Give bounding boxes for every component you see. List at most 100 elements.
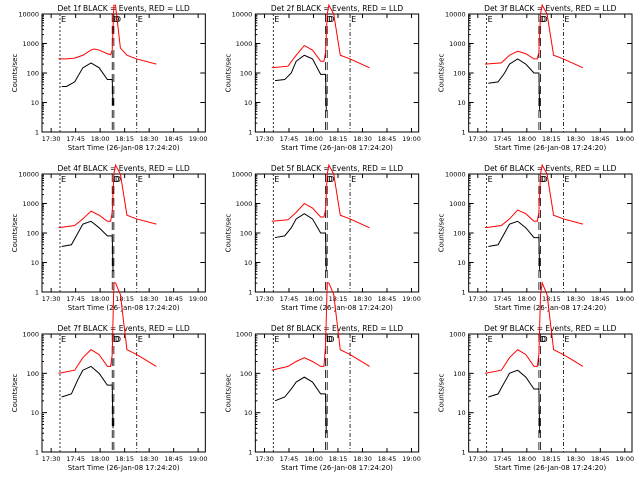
marker-label: E xyxy=(61,335,66,344)
data-series xyxy=(485,283,583,374)
marker-label: E xyxy=(138,175,143,184)
chart-title: Det 5f BLACK = Events, RED = LLD xyxy=(271,164,404,173)
x-tick-label: 18:00 xyxy=(304,135,323,143)
y-axis-label: Counts/sec xyxy=(224,374,232,413)
data-series xyxy=(62,366,113,428)
y-tick-label: 100 xyxy=(240,370,252,378)
x-tick-label: 18:45 xyxy=(164,135,183,143)
y-tick-label: 1000 xyxy=(236,331,253,339)
y-tick-label: 1 xyxy=(248,289,252,297)
x-axis-label: Start Time (26-Jan-08 17:24:20) xyxy=(494,304,606,312)
y-axis-label: Counts/sec xyxy=(11,54,19,93)
x-tick-label: 17:30 xyxy=(42,135,61,143)
y-tick-label: 10000 xyxy=(18,171,39,179)
chart-panel-3: Det 3f BLACK = Events, RED = LLD 17:30 17:… xyxy=(438,4,634,152)
x-tick-label: 17:30 xyxy=(255,295,274,303)
y-tick-label: 1000 xyxy=(22,331,39,339)
x-tick-label: 18:00 xyxy=(91,135,110,143)
marker-label: E xyxy=(351,15,356,24)
y-tick-label: 10000 xyxy=(445,11,466,19)
x-tick-label: 18:15 xyxy=(329,455,348,463)
x-tick-label: 18:30 xyxy=(140,455,159,463)
marker-label: E xyxy=(564,175,569,184)
chart-panel-9: Det 9f BLACK = Events, RED = LLD 17:30 17:… xyxy=(438,283,634,472)
marker-label: D xyxy=(328,15,334,24)
x-tick-label: 18:45 xyxy=(591,455,610,463)
marker-label: D xyxy=(327,175,333,184)
x-tick-label: 17:30 xyxy=(468,295,487,303)
x-tick-label: 18:15 xyxy=(329,295,348,303)
x-tick-label: 18:00 xyxy=(517,135,536,143)
y-tick-label: 10 xyxy=(457,259,465,267)
x-tick-label: 18:30 xyxy=(566,455,585,463)
marker-label: D xyxy=(542,335,548,344)
y-tick-label: 1000 xyxy=(449,40,466,48)
y-tick-label: 100 xyxy=(240,70,252,78)
x-tick-label: 18:45 xyxy=(378,455,397,463)
x-tick-label: 18:45 xyxy=(378,295,397,303)
x-tick-label: 18:00 xyxy=(91,455,110,463)
x-tick-label: 17:45 xyxy=(66,295,85,303)
marker-label: D xyxy=(113,335,119,344)
chart-title: Det 8f BLACK = Events, RED = LLD xyxy=(271,324,404,333)
data-series xyxy=(62,63,113,105)
y-tick-label: 1000 xyxy=(22,40,39,48)
chart-title: Det 3f BLACK = Events, RED = LLD xyxy=(484,4,617,13)
data-series xyxy=(488,59,539,111)
y-tick-label: 1000 xyxy=(449,200,466,208)
y-axis-label: Counts/sec xyxy=(438,374,446,413)
y-tick-label: 1000 xyxy=(236,200,253,208)
x-axis-label: Start Time (26-Jan-08 17:24:20) xyxy=(68,464,180,472)
x-axis-label: Start Time (26-Jan-08 17:24:20) xyxy=(281,144,393,152)
x-tick-label: 17:45 xyxy=(280,455,299,463)
marker-label: E xyxy=(274,335,279,344)
x-tick-label: 18:30 xyxy=(566,295,585,303)
x-tick-label: 17:45 xyxy=(66,455,85,463)
x-tick-label: 19:00 xyxy=(189,295,208,303)
chart-panel-5: Det 5f BLACK = Events, RED = LLD 17:30 17:… xyxy=(224,164,421,312)
y-tick-label: 100 xyxy=(453,370,465,378)
x-tick-label: 18:30 xyxy=(353,135,372,143)
x-axis-label: Start Time (26-Jan-08 17:24:20) xyxy=(68,304,180,312)
y-tick-label: 10 xyxy=(457,409,465,417)
y-tick-label: 10 xyxy=(31,259,39,267)
x-tick-label: 18:30 xyxy=(353,455,372,463)
y-tick-label: 100 xyxy=(453,70,465,78)
x-tick-label: 17:30 xyxy=(468,455,487,463)
y-tick-label: 1000 xyxy=(236,40,253,48)
y-tick-label: 1 xyxy=(248,449,252,457)
y-tick-label: 10000 xyxy=(18,11,39,19)
chart-panel-8: Det 8f BLACK = Events, RED = LLD 17:30 17:… xyxy=(224,283,421,472)
x-tick-label: 19:00 xyxy=(189,135,208,143)
plot-frame xyxy=(41,13,206,133)
y-tick-label: 100 xyxy=(27,370,39,378)
data-series xyxy=(58,283,156,374)
x-tick-label: 18:30 xyxy=(140,295,159,303)
marker-label: D xyxy=(542,15,548,24)
chart-panel-7: Det 7f BLACK = Events, RED = LLD 17:30 17:… xyxy=(11,283,208,472)
x-tick-label: 17:45 xyxy=(280,135,299,143)
marker-label: E xyxy=(274,175,279,184)
y-axis-label: Counts/sec xyxy=(438,214,446,253)
marker-label: D xyxy=(328,335,334,344)
marker-label: D xyxy=(113,15,119,24)
marker-label: E xyxy=(138,15,143,24)
x-axis-label: Start Time (26-Jan-08 17:24:20) xyxy=(494,464,606,472)
chart-panel-4: Det 4f BLACK = Events, RED = LLD 17:30 17:… xyxy=(11,164,208,312)
x-tick-label: 18:00 xyxy=(517,455,536,463)
x-tick-label: 19:00 xyxy=(189,455,208,463)
chart-title: Det 6f BLACK = Events, RED = LLD xyxy=(484,164,617,173)
x-tick-label: 18:00 xyxy=(304,455,323,463)
marker-label: E xyxy=(274,15,279,24)
y-tick-label: 1 xyxy=(35,449,39,457)
x-tick-label: 19:00 xyxy=(615,135,634,143)
x-tick-label: 19:00 xyxy=(402,295,421,303)
y-axis-label: Counts/sec xyxy=(224,214,232,253)
y-axis-label: Counts/sec xyxy=(438,54,446,93)
y-tick-label: 1 xyxy=(248,129,252,137)
data-series xyxy=(485,165,583,228)
x-tick-label: 18:45 xyxy=(591,295,610,303)
marker-label: E xyxy=(564,335,569,344)
marker-label: D xyxy=(540,335,546,344)
